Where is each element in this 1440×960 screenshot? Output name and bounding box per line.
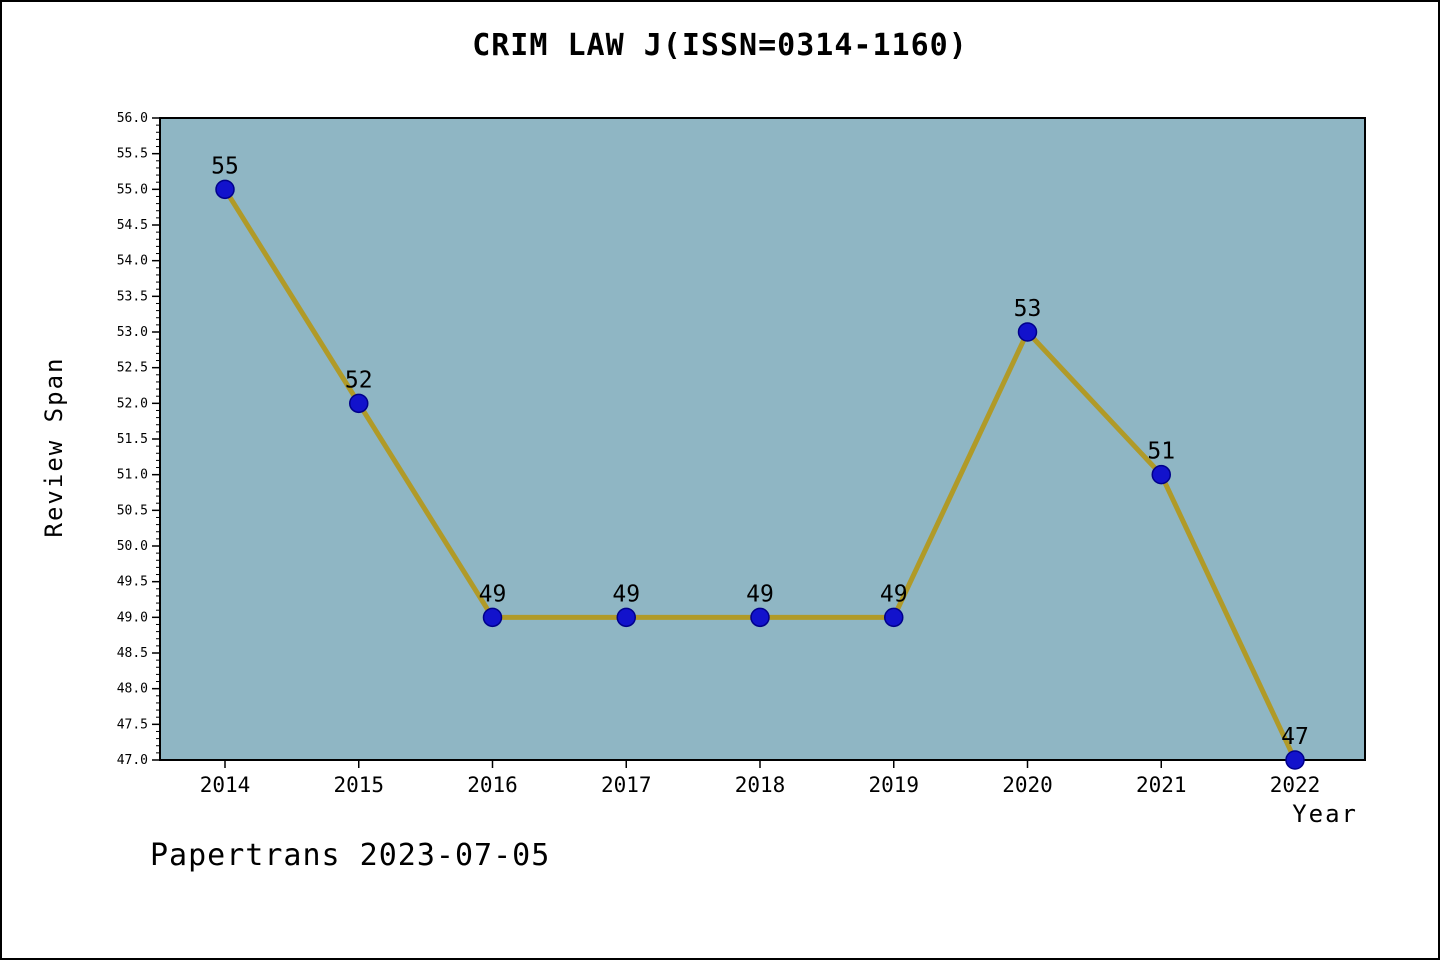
data-point — [750, 607, 770, 628]
y-tick-label: 53.5 — [117, 289, 148, 304]
point-label: 53 — [1014, 296, 1042, 322]
data-point — [215, 179, 235, 200]
point-label: 52 — [345, 367, 373, 393]
point-label: 49 — [746, 581, 774, 607]
y-tick-label: 55.5 — [117, 147, 148, 162]
data-point — [616, 607, 636, 628]
x-tick-label: 2019 — [868, 773, 919, 797]
point-label: 49 — [880, 581, 908, 607]
x-tick-label: 2015 — [333, 773, 384, 797]
point-label: 55 — [211, 153, 239, 179]
y-tick-label: 49.0 — [117, 610, 148, 625]
y-tick-label: 49.5 — [117, 575, 148, 590]
x-tick-label: 2014 — [200, 773, 251, 797]
data-point — [482, 607, 503, 628]
y-tick-label: 54.5 — [117, 218, 148, 233]
y-tick-label: 52.5 — [117, 361, 148, 376]
y-tick-label: 47.0 — [117, 753, 148, 768]
y-tick-label: 50.5 — [117, 503, 148, 518]
x-tick-label: 2022 — [1270, 773, 1321, 797]
footer-note: Papertrans 2023-07-05 — [150, 838, 551, 873]
y-tick-label: 48.5 — [117, 646, 148, 661]
y-tick-label: 47.5 — [117, 717, 148, 732]
plot-area — [160, 118, 1365, 760]
chart-title: CRIM LAW J(ISSN=0314-1160) — [472, 28, 968, 63]
y-tick-label: 55.0 — [117, 182, 148, 197]
data-point — [1017, 322, 1038, 342]
x-tick-label: 2016 — [467, 773, 518, 797]
data-point — [349, 393, 369, 414]
data-point — [884, 607, 904, 628]
x-tick-label: 2021 — [1136, 773, 1187, 797]
x-tick-label: 2017 — [601, 773, 652, 797]
y-tick-label: 51.0 — [117, 468, 148, 483]
y-tick-label: 48.0 — [117, 682, 148, 697]
y-tick-label: 56.0 — [117, 111, 148, 126]
x-tick-label: 2020 — [1002, 773, 1053, 797]
x-tick-label: 2018 — [735, 773, 786, 797]
data-point — [1285, 750, 1305, 770]
y-tick-label: 50.0 — [117, 539, 148, 554]
x-axis-title: Year — [1292, 800, 1358, 828]
point-label: 49 — [612, 581, 640, 607]
y-tick-label: 52.0 — [117, 396, 148, 411]
plot-frame — [159, 117, 1366, 761]
y-tick-label: 54.0 — [117, 254, 148, 269]
y-tick-label: 53.0 — [117, 325, 148, 340]
point-label: 49 — [479, 581, 507, 607]
point-label: 47 — [1281, 724, 1309, 750]
y-tick-label: 51.5 — [117, 432, 148, 447]
point-label: 51 — [1147, 439, 1175, 465]
data-point — [1151, 464, 1171, 485]
